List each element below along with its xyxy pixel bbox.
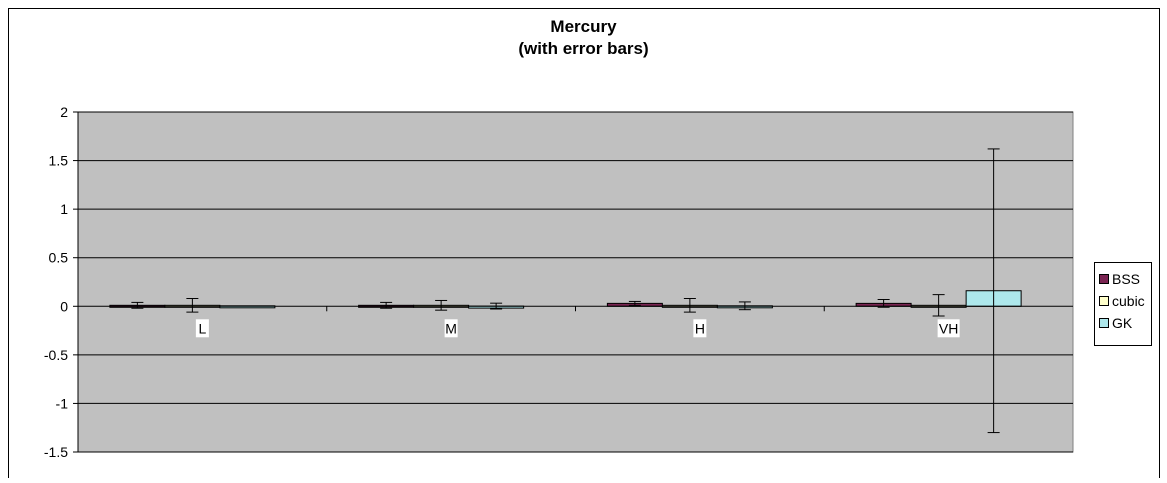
chart-legend: BSS cubic GK xyxy=(1094,262,1152,346)
y-tick-label: 1 xyxy=(60,201,68,217)
legend-label: GK xyxy=(1112,315,1133,331)
category-label: H xyxy=(695,320,705,336)
legend-item: GK xyxy=(1095,312,1151,334)
category-label-bg xyxy=(937,319,960,338)
plot-area xyxy=(77,111,1074,453)
legend-swatch xyxy=(1099,318,1109,328)
y-tick-label: -1.5 xyxy=(44,444,68,460)
y-tick-label: 1.5 xyxy=(49,153,69,169)
legend-label: cubic xyxy=(1112,293,1145,309)
legend-swatch xyxy=(1099,274,1109,284)
legend-item: BSS xyxy=(1095,268,1151,290)
legend-label: BSS xyxy=(1112,271,1141,287)
category-label: L xyxy=(198,320,206,336)
legend-item: cubic xyxy=(1095,290,1151,312)
category-label: VH xyxy=(939,320,958,336)
chart-subtitle: (with error bars) xyxy=(518,39,649,58)
y-tick-label: 0.5 xyxy=(49,250,69,266)
chart-title-block: Mercury (with error bars) xyxy=(0,16,1167,60)
y-tick-label: -0.5 xyxy=(44,347,68,363)
y-tick-label: -1 xyxy=(56,395,69,411)
legend-swatch xyxy=(1099,296,1109,306)
y-tick-label: 0 xyxy=(60,298,68,314)
category-label: M xyxy=(445,320,457,336)
category-label-bg xyxy=(195,319,209,338)
category-label-bg xyxy=(693,319,707,338)
chart-title: Mercury xyxy=(550,17,617,36)
category-label-bg xyxy=(444,319,458,338)
y-tick-label: 2 xyxy=(60,104,68,120)
